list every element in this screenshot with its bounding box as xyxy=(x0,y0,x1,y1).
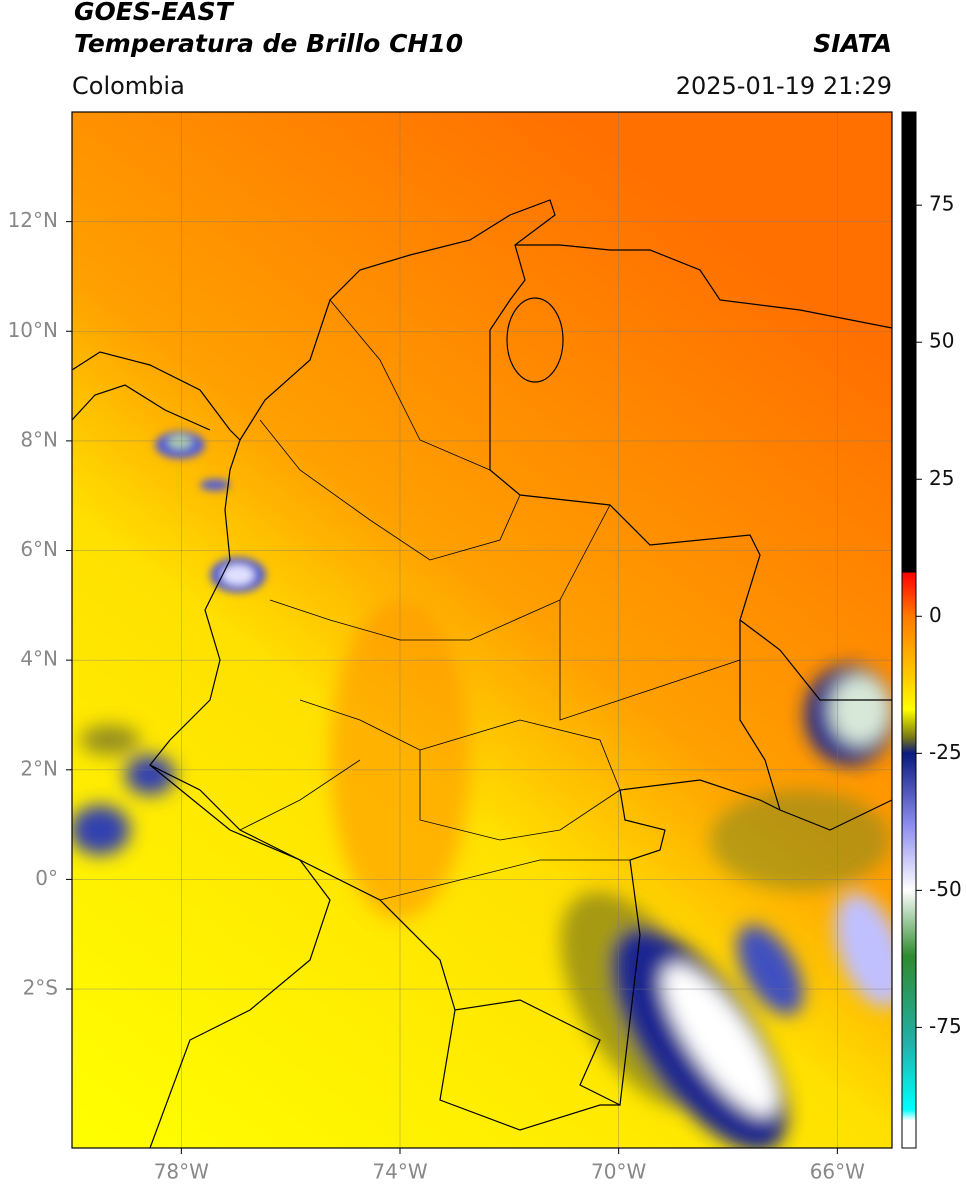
map-imagery xyxy=(72,112,892,1148)
subtitle: Temperatura de Brillo CH10 xyxy=(74,29,463,58)
y-tick-label: 2°N xyxy=(20,756,58,780)
y-tick-label: 2°S xyxy=(23,976,58,1000)
lake-maracaibo xyxy=(506,297,564,383)
colorbar-tick-label: -75 xyxy=(929,1014,962,1038)
x-tick-label: 78°W xyxy=(154,1160,209,1184)
venezuela-brazil xyxy=(739,619,892,831)
colorbar-tick-label: 25 xyxy=(929,466,954,490)
borders xyxy=(72,199,892,1148)
interior xyxy=(239,299,741,901)
cold-clouds-small xyxy=(155,431,266,593)
y-tick-label: 6°N xyxy=(20,537,58,561)
region: Colombia xyxy=(72,72,185,100)
colorbar-tick-label: 75 xyxy=(929,192,954,216)
timestamp: 2025-01-19 21:29 xyxy=(676,72,892,100)
colorbar-bar xyxy=(901,111,917,1149)
ecuador-coast xyxy=(149,764,331,1148)
y-tick-label: 4°N xyxy=(20,647,58,671)
graticule xyxy=(72,112,892,1148)
colorbar: 75 50 25 0 -25 -50 -75 xyxy=(901,111,962,1149)
colorbar-tick-label: 0 xyxy=(929,603,942,627)
colorbar-tick-label: -25 xyxy=(929,740,962,764)
x-tick-label: 66°W xyxy=(810,1160,865,1184)
map-frame xyxy=(71,111,893,1149)
y-tick-label: 10°N xyxy=(8,318,58,342)
venezuela-coast xyxy=(515,244,892,329)
y-tick-label: 0° xyxy=(35,866,58,890)
y-tick-label: 12°N xyxy=(8,208,58,232)
colorbar-tick-label: 50 xyxy=(929,329,954,353)
peru-border xyxy=(439,1009,620,1131)
y-tick-label: 8°N xyxy=(20,427,58,451)
title: GOES-EAST xyxy=(74,0,235,26)
x-tick-label: 70°W xyxy=(591,1160,646,1184)
cold-clouds xyxy=(72,600,892,1148)
panama-pacific xyxy=(72,384,211,431)
source: SIATA xyxy=(813,29,892,58)
panama-coast xyxy=(72,351,241,441)
colombia-border xyxy=(149,199,781,1106)
colorbar-tick-label: -50 xyxy=(929,877,962,901)
x-tick-label: 74°W xyxy=(372,1160,427,1184)
